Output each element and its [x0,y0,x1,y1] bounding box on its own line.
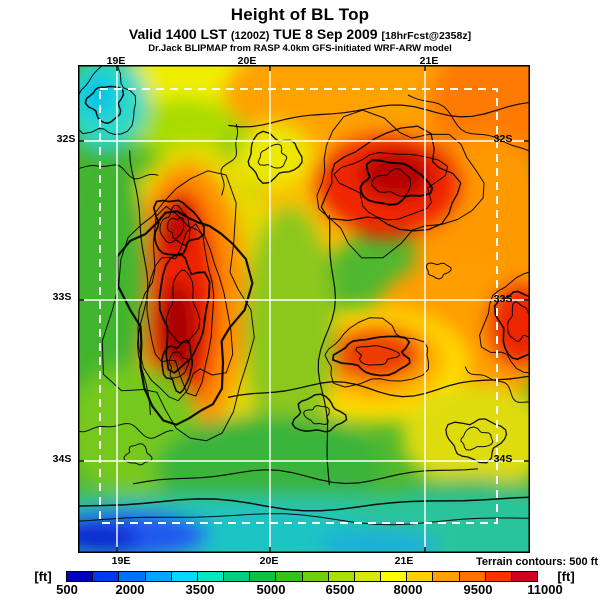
lon-label-19e-bottom: 19E [111,555,131,567]
colorbar-segment [223,572,250,581]
lon-label-20e-top: 20E [237,55,257,67]
colorbar-segment [67,572,93,581]
model-credit-line: Dr.Jack BLIPMAP from RASP 4.0km GFS-init… [148,43,452,55]
colorbar-segment [327,572,354,581]
colorbar [66,571,538,582]
colorbar-segment [406,572,433,581]
colorbar-tick-label: 8000 [393,582,423,597]
colorbar-segment [249,572,276,581]
forecast-map [78,65,530,553]
colorbar-segment [510,572,538,581]
lon-label-21e-bottom: 21E [394,555,414,567]
lat-label-32s-right: 32S [493,133,513,145]
colorbar-tick-label: 2000 [115,582,145,597]
colorbar-unit-right: [ft] [557,569,575,584]
lon-label-20e-bottom: 20E [259,555,279,567]
colorbar-segment [353,572,381,581]
terrain-contour-note: Terrain contours: 500 ft [475,556,598,568]
colorbar-segment [380,572,407,581]
lat-label-33s-right: 33S [493,293,513,305]
colorbar-unit-left: [ft] [34,569,52,584]
lon-label-21e-top: 21E [419,55,439,67]
colorbar-tick-label: 500 [56,582,78,597]
colorbar-segment [301,572,328,581]
colorbar-segment [196,572,224,581]
colorbar-segment [118,572,145,581]
colorbar-segment [432,572,459,581]
colorbar-segment [275,572,302,581]
lon-label-19e-top: 19E [106,55,126,67]
valid-date: TUE 8 Sep 2009 [273,25,378,42]
colorbar-tick-row: 500 2000 3500 5000 6500 8000 9500 11000 [0,582,600,598]
valid-zulu-time: (1200Z) [230,29,270,42]
forecast-tag: [18hrFcst@2358z] [381,29,472,42]
chart-valid-line: Valid 1400 LST (1200Z) TUE 8 Sep 2009 [1… [0,26,600,43]
colorbar-segment [144,572,171,581]
colorbar-tick-label: 11000 [527,582,563,597]
colorbar-tick-label: 6500 [325,582,355,597]
colorbar-segment [170,572,197,581]
chart-title: Height of BL Top [230,5,370,24]
colorbar-tick-label: 9500 [463,582,493,597]
map-border [78,65,530,553]
colorbar-tick-label: 3500 [185,582,215,597]
colorbar-segment [458,572,485,581]
title-block: Height of BL Top Valid 1400 LST (1200Z) … [0,5,600,55]
heatmap-color-field [78,65,530,553]
bl-height-heatmap [78,65,530,553]
lat-label-32s-left: 32S [56,133,76,145]
colorbar-segment [92,572,119,581]
terrain-contour-lines [78,65,530,526]
latlon-grid-lines [78,65,530,553]
lat-label-33s-left: 33S [52,291,72,303]
lat-label-34s-left: 34S [52,453,72,465]
colorbar-tick-label: 5000 [256,582,286,597]
model-domain-dashed-box [99,88,498,524]
valid-time: Valid 1400 LST [128,25,227,42]
lat-label-34s-right: 34S [493,453,513,465]
colorbar-segment [484,572,511,581]
